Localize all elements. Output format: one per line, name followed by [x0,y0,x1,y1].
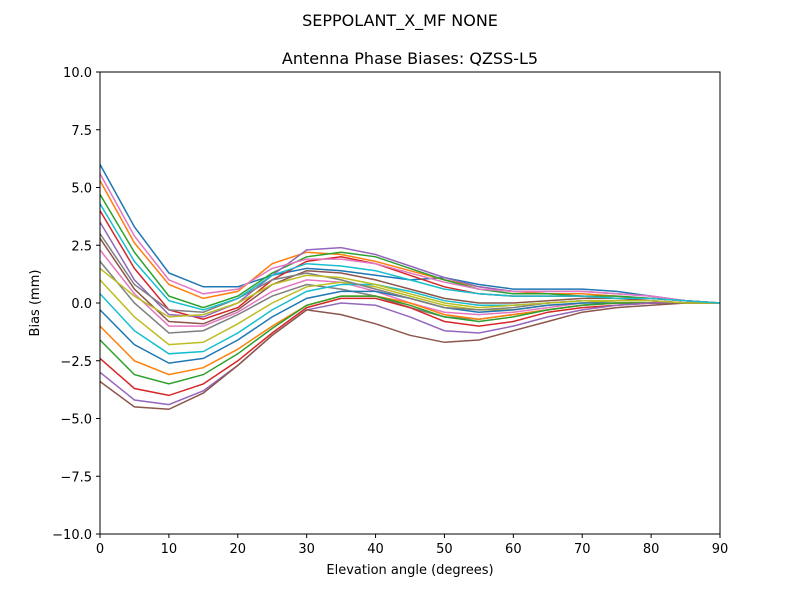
x-tick-label: 0 [96,542,104,557]
series-line-15 [99,302,720,406]
series-line-20 [99,203,721,311]
series-line-13 [99,295,720,385]
x-tick-label: 90 [712,542,729,557]
y-axis-label: Bias (mm) [28,270,43,337]
y-axis: −10.0 −7.5 −5.0 −2.5 0.0 2.5 5.0 7.5 10.0 [52,66,100,543]
series-lines [99,164,721,411]
series-line-14 [99,297,720,397]
x-tick-label: 60 [505,542,522,557]
y-tick-label: 10.0 [63,66,92,81]
series-line-1 [99,164,721,304]
x-tick-label: 80 [643,542,660,557]
y-tick-label: −5.0 [60,413,92,428]
y-tick-label: −7.5 [60,470,92,485]
series-line-2 [99,180,721,304]
y-tick-label: 2.5 [71,239,92,254]
figure-suptitle: SEPPOLANT_X_MF NONE [302,11,498,31]
series-line-16 [99,302,720,411]
series-line-3 [99,194,721,309]
x-tick-label: 70 [574,542,591,557]
x-axis: 0 10 20 30 40 50 60 70 80 90 [96,534,728,557]
y-tick-label: 0.0 [71,297,92,312]
x-axis-label: Elevation angle (degrees) [326,563,493,578]
x-tick-label: 30 [298,542,315,557]
x-tick-label: 10 [161,542,178,557]
series-line-17 [99,173,721,304]
x-tick-label: 50 [436,542,453,557]
series-line-19 [99,267,720,318]
chart-title: Antenna Phase Biases: QZSS-L5 [282,49,538,68]
x-tick-label: 20 [230,542,247,557]
y-tick-label: 7.5 [71,124,92,139]
y-tick-label: 5.0 [71,182,92,197]
y-tick-label: −10.0 [52,528,92,543]
y-tick-label: −2.5 [60,355,92,370]
x-tick-label: 40 [367,542,384,557]
